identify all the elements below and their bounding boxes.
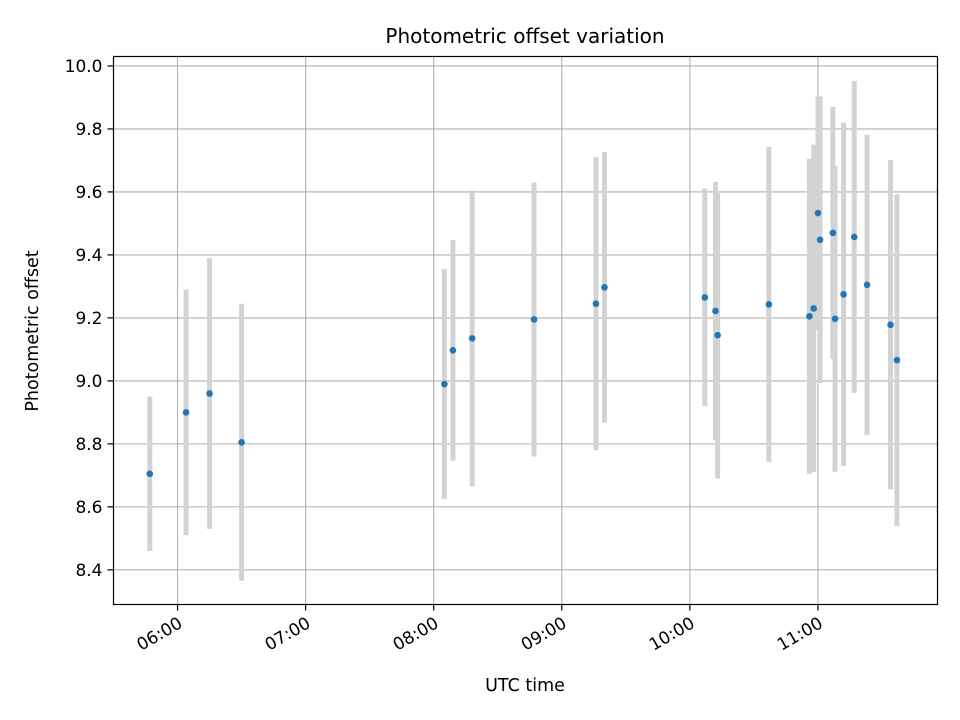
x-tick-label: 11:00: [774, 614, 826, 656]
y-tick-label: 9.4: [75, 246, 102, 266]
y-tick-label: 8.8: [75, 435, 102, 455]
y-tick-label: 8.6: [75, 498, 102, 518]
data-point: [146, 470, 154, 478]
y-tick-label: 9.6: [75, 183, 102, 203]
data-point: [701, 294, 709, 301]
plot-frame: [112, 55, 939, 606]
y-tick: 9.0: [75, 372, 114, 392]
data-point: [592, 300, 600, 308]
data-point: [601, 284, 608, 291]
data-point: [850, 233, 858, 241]
y-tick: 9.8: [75, 120, 114, 140]
y-tick: 9.6: [75, 183, 114, 203]
x-tick-label: 09:00: [518, 614, 570, 656]
x-tick-label: 07:00: [262, 614, 314, 656]
x-tick: 07:00: [262, 604, 314, 656]
data-point: [714, 331, 721, 339]
x-axis: 06:00 07:00 08:00 09:00 10:00 11:00: [134, 604, 826, 656]
data-point: [449, 347, 457, 354]
data-point: [441, 380, 448, 388]
x-axis-label: UTC time: [485, 676, 565, 696]
error-bars: [147, 81, 900, 581]
data-point: [806, 313, 813, 320]
y-tick-label: 9.8: [75, 120, 102, 140]
x-tick-label: 10:00: [646, 614, 698, 656]
data-point: [840, 290, 847, 298]
data-point: [831, 315, 839, 323]
data-point: [182, 409, 190, 416]
data-point: [468, 335, 476, 342]
data-point: [765, 301, 773, 308]
x-tick: 10:00: [646, 604, 698, 656]
data-point: [814, 209, 822, 217]
x-tick: 08:00: [390, 604, 442, 656]
y-tick-label: 10.0: [65, 57, 103, 77]
y-tick: 9.4: [75, 246, 114, 266]
y-tick-label: 8.4: [75, 561, 102, 581]
x-tick: 06:00: [134, 604, 186, 656]
data-point: [829, 229, 837, 237]
chart-title: Photometric offset variation: [385, 24, 664, 48]
data-point: [810, 305, 817, 312]
x-tick-label: 06:00: [134, 614, 186, 656]
y-tick-label: 9.0: [75, 372, 102, 392]
y-tick: 8.4: [75, 561, 114, 581]
y-tick: 8.6: [75, 498, 114, 518]
x-tick: 09:00: [518, 604, 570, 656]
y-tick-label: 9.2: [75, 309, 102, 329]
y-axis-label: Photometric offset: [23, 250, 43, 411]
data-point: [887, 321, 894, 329]
y-tick: 9.2: [75, 309, 114, 329]
data-point: [530, 316, 538, 323]
data-point: [893, 356, 901, 364]
data-point: [863, 281, 871, 289]
data-points: [146, 209, 901, 478]
y-tick: 8.8: [75, 435, 114, 455]
x-tick: 11:00: [774, 604, 826, 656]
x-tick-label: 08:00: [390, 614, 442, 656]
data-point: [238, 439, 245, 446]
y-tick: 10.0: [65, 57, 114, 77]
data-point: [816, 236, 824, 244]
y-axis: 8.4 8.6 8.8 9.0 9.2 9.4 9.6 9.8 10.0: [65, 57, 114, 581]
data-point: [206, 390, 213, 397]
data-point: [712, 307, 719, 315]
